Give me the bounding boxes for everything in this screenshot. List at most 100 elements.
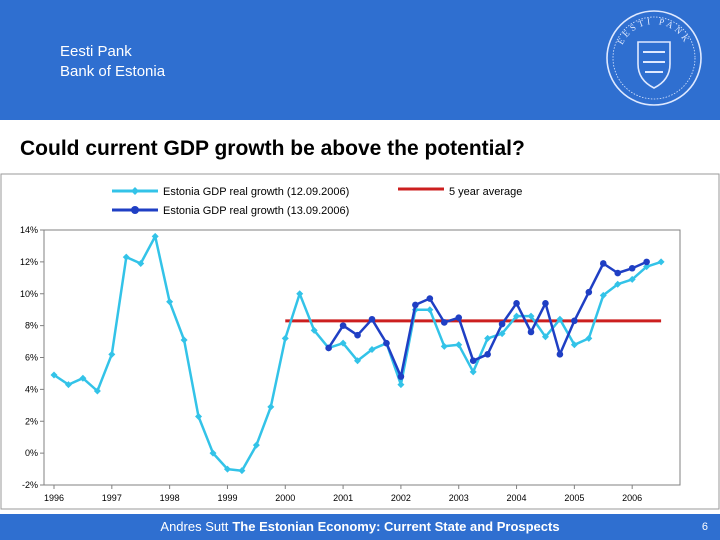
x-tick-label: 2005: [564, 493, 584, 503]
legend-marker-series-2: [131, 206, 139, 214]
x-tick-label: 1996: [44, 493, 64, 503]
x-axis: 1996 1997 1998 1999 2000 2001 2002 2003 2004 2005…: [44, 485, 642, 503]
series-12-09-2006-point: [108, 350, 116, 358]
series-12-09-2006-point: [151, 232, 159, 240]
series-12-09-2006-point: [440, 342, 448, 350]
series-13-09-2006-point: [614, 269, 622, 277]
series-12-09-2006-point: [397, 381, 405, 389]
legend-label-series-2: Estonia GDP real growth (13.09.2006): [163, 205, 349, 217]
seal-lions-icon: [643, 51, 665, 73]
y-tick-label: 4%: [25, 384, 38, 394]
series-12-09-2006-point: [137, 259, 145, 267]
footer-subject: The Estonian Economy: Current State and …: [232, 519, 560, 534]
series-12-09-2006-point: [368, 346, 376, 354]
series-13-09-2006-point: [397, 373, 405, 380]
series-13-09-2006-point: [412, 301, 419, 309]
series-12-09-2006-point: [252, 441, 260, 449]
series-13-09-2006-point: [556, 351, 564, 358]
x-tick-label: 2004: [507, 493, 527, 503]
series-13-09-2006-point: [426, 295, 434, 302]
footer-band: [0, 514, 720, 540]
series-13-09-2006-point: [513, 300, 520, 307]
y-tick-label: 2%: [25, 416, 38, 426]
bank-name: Eesti Pank Bank of Estonia: [60, 42, 165, 82]
series-12-09-2006-point: [64, 381, 72, 389]
series-13-09-2006-point: [440, 319, 448, 326]
series-12-09-2006-point: [570, 341, 578, 349]
series-13-09-2006-point: [354, 331, 361, 339]
series-13-09-2006-point: [325, 344, 332, 352]
y-tick-label: -2%: [22, 480, 38, 490]
y-tick-label: 0%: [25, 448, 38, 458]
series-12-09-2006-point: [426, 306, 434, 314]
series-12-09-2006-point: [267, 403, 275, 411]
seal-shield-icon: [637, 41, 671, 89]
series-12-09-2006-point: [223, 465, 231, 473]
series-13-09-2006-point: [484, 351, 491, 358]
series-13-09-2006-point: [542, 300, 549, 307]
legend-label-series-1: Estonia GDP real growth (12.09.2006): [163, 186, 349, 198]
series-13-09-2006-point: [455, 314, 463, 321]
seal-inner-ring: [612, 16, 696, 100]
slide-title: Could current GDP growth be above the po…: [20, 137, 525, 160]
series-12-09-2006-point: [599, 291, 607, 299]
series-13-09-2006-point: [571, 317, 578, 325]
series-13-09-2006-point: [599, 260, 607, 267]
series-12-09-2006-point: [354, 357, 362, 365]
series-12-09-2006-point: [643, 263, 651, 271]
series-12-09-2006-point: [50, 371, 58, 379]
x-tick-label: 2000: [275, 493, 295, 503]
legend-marker-series-1: [131, 187, 139, 195]
x-tick-label: 2003: [449, 493, 469, 503]
bank-seal-logo: EESTI PANK: [606, 10, 702, 106]
series-12-09-2006-point: [556, 315, 564, 323]
series-13-09-2006-point: [469, 357, 477, 364]
series-13-09-2006-point: [585, 288, 593, 296]
y-axis: 14% 12% 10% 8% 6% 4% 2% 0% -2%: [20, 225, 44, 490]
x-tick-label: 2006: [622, 493, 642, 503]
series-13-09-2006-point: [643, 258, 650, 266]
series-12-09-2006-point: [455, 341, 463, 349]
y-tick-label: 14%: [20, 225, 38, 235]
series-12-09-2006-point: [614, 280, 622, 288]
series-13-09-2006-point: [498, 320, 506, 328]
series-12-09-2006-point: [310, 326, 318, 334]
series-12-09-2006-point: [281, 334, 289, 342]
footer-caption: Andres Sutt The Estonian Economy: Current…: [0, 519, 720, 534]
x-tick-label: 1997: [102, 493, 122, 503]
x-tick-label: 1998: [160, 493, 180, 503]
series-12-09-2006-point: [209, 449, 217, 457]
series-12-09-2006-point: [93, 387, 101, 395]
series-12-09-2006-point: [195, 412, 203, 420]
bank-name-english: Bank of Estonia: [60, 63, 166, 80]
series-12-09-2006-point: [339, 339, 347, 347]
x-tick-label: 1999: [217, 493, 237, 503]
series-12-09-2006-point: [657, 258, 665, 266]
seal-outer-ring: [606, 10, 702, 106]
chart-frame: [0, 173, 720, 510]
y-tick-label: 12%: [20, 257, 38, 267]
series-12-09-2006-point: [585, 334, 593, 342]
series-12-09-2006-point: [238, 467, 246, 475]
footer-author: Andres Sutt: [160, 519, 229, 534]
series-12-09-2006-point: [541, 333, 549, 341]
y-tick-label: 8%: [25, 321, 38, 331]
series-12-09-2006-point: [469, 368, 477, 376]
legend-label-series-3: 5 year average: [449, 186, 522, 198]
series-12-09-2006-point: [79, 374, 87, 382]
x-tick-label: 2002: [391, 493, 411, 503]
series-layer: [50, 232, 665, 475]
bank-name-estonian: Eesti Pank: [60, 43, 132, 60]
y-tick-label: 6%: [25, 353, 38, 363]
x-tick-label: 2001: [333, 493, 353, 503]
gdp-growth-chart: Estonia GDP real growth (12.09.2006) Est…: [0, 173, 720, 510]
series-12-09-2006-point: [296, 290, 304, 298]
page-number: 6: [701, 521, 708, 533]
series-12-09-2006-point: [513, 312, 521, 320]
series-12-09-2006-point: [484, 334, 492, 342]
series-12-09-2006-point: [498, 330, 506, 338]
series-13-09-2006-point: [383, 339, 390, 347]
series-12-09-2006-point: [122, 253, 130, 261]
y-tick-label: 10%: [20, 289, 38, 299]
series-12-09-2006-point: [166, 298, 174, 306]
